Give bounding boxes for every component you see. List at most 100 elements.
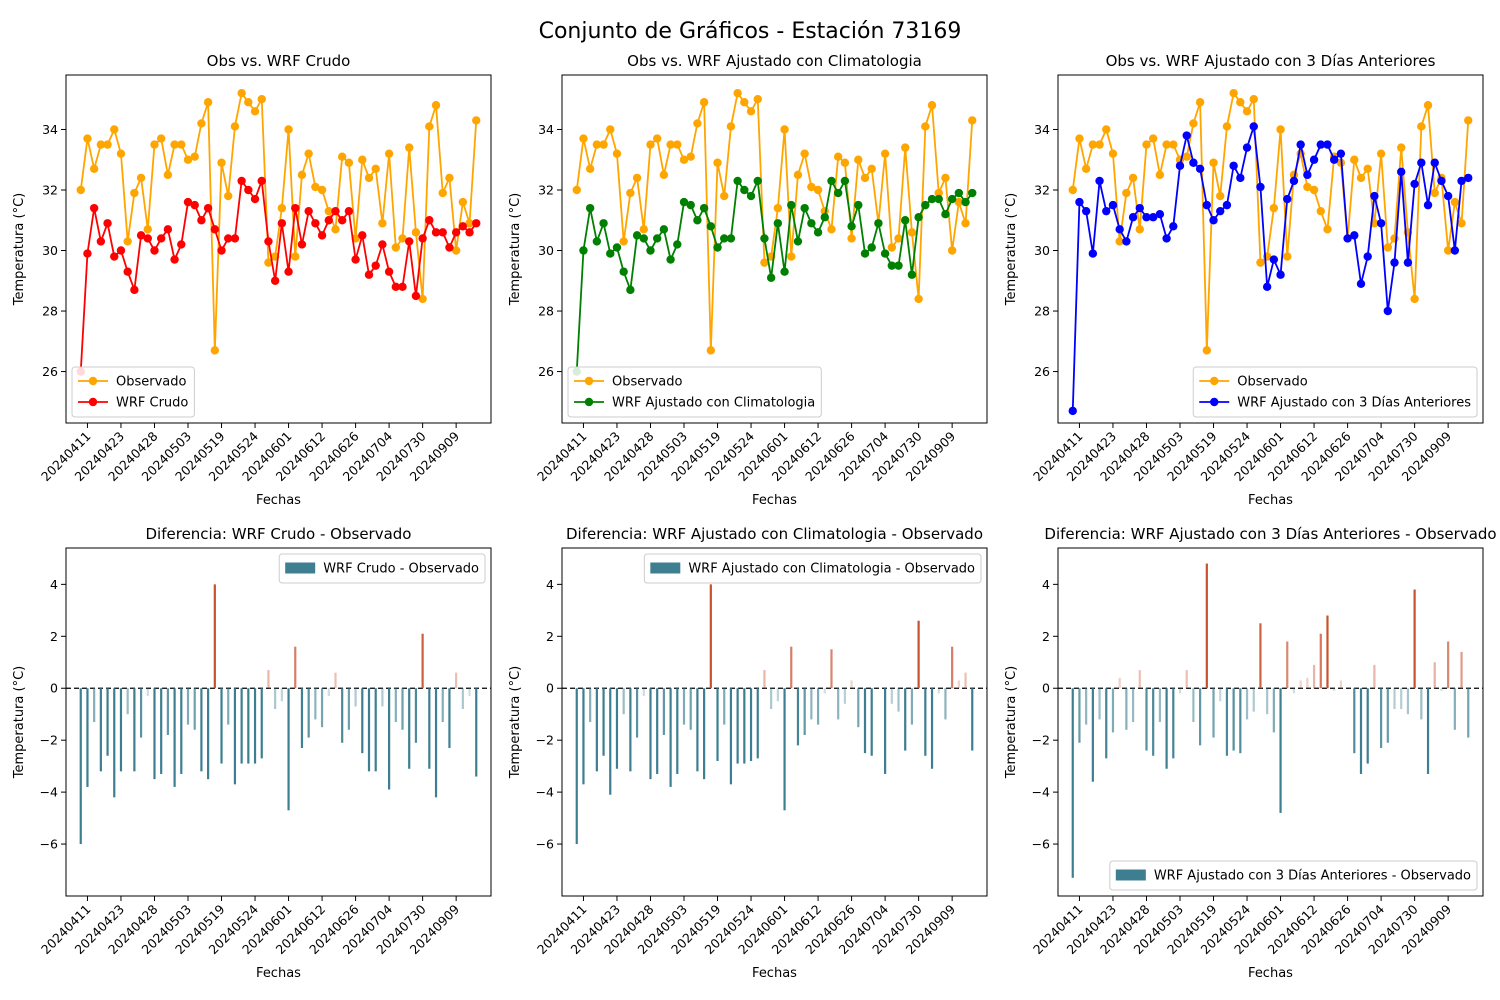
- data-point: [337, 216, 347, 225]
- difference-bar: [274, 688, 277, 710]
- difference-bar: [86, 688, 89, 787]
- data-point: [1236, 98, 1245, 107]
- data-point: [1323, 140, 1332, 149]
- data-point: [257, 176, 266, 186]
- difference-bar: [1212, 688, 1215, 738]
- legend-patch: [285, 562, 316, 574]
- legend-marker: [584, 376, 594, 386]
- data-point: [264, 258, 273, 267]
- legend-label: WRF Crudo: [116, 396, 188, 411]
- data-point: [1423, 101, 1433, 110]
- data-point: [190, 152, 199, 161]
- data-point: [1195, 164, 1205, 174]
- difference-bar: [830, 649, 833, 689]
- data-point: [1115, 237, 1124, 246]
- data-point: [1162, 234, 1171, 243]
- data-point: [1417, 158, 1426, 167]
- data-point: [793, 170, 803, 180]
- data-point: [941, 210, 950, 219]
- plot-frame: [65, 547, 492, 897]
- difference-bar: [944, 688, 947, 720]
- difference-bar: [716, 688, 719, 761]
- x-axis-label: Fechas: [1248, 493, 1293, 508]
- difference-bar: [475, 688, 478, 777]
- legend-frame: [643, 553, 982, 584]
- data-point: [458, 222, 468, 231]
- difference-bar: [139, 688, 143, 738]
- data-point: [1095, 176, 1104, 186]
- data-point: [773, 203, 783, 213]
- data-point: [1068, 406, 1077, 416]
- data-point: [418, 234, 427, 243]
- data-point: [780, 267, 789, 276]
- difference-bar: [1085, 688, 1088, 725]
- data-point: [1283, 252, 1292, 261]
- data-point: [921, 200, 930, 210]
- data-point: [351, 255, 360, 264]
- panel-6: Diferencia: WRF Ajustado con 3 Días Ante…: [1004, 525, 1497, 981]
- difference-bar: [796, 688, 800, 746]
- y-tick-label: 2: [1042, 629, 1050, 644]
- difference-bar: [126, 688, 129, 715]
- data-point: [1450, 246, 1460, 255]
- data-point: [1128, 213, 1138, 222]
- data-point: [163, 225, 173, 234]
- series-line: [575, 90, 974, 351]
- legend-label: WRF Ajustado con Climatologia: [612, 396, 815, 411]
- panel-title: Obs vs. WRF Ajustado con Climatologia: [627, 52, 922, 70]
- data-point: [425, 122, 434, 131]
- data-point: [941, 173, 950, 183]
- difference-bar: [676, 688, 679, 774]
- difference-bar: [910, 688, 914, 725]
- data-point: [1316, 206, 1325, 216]
- y-axis-label: Temperatura (°C): [508, 193, 523, 306]
- y-tick-label: 30: [42, 243, 58, 258]
- bars: [575, 584, 974, 845]
- data-point: [1242, 143, 1252, 152]
- data-point: [1437, 176, 1446, 186]
- data-point: [753, 95, 762, 104]
- difference-bar: [455, 672, 458, 689]
- data-point: [1249, 95, 1258, 104]
- data-point: [1216, 206, 1225, 216]
- data-point: [854, 155, 863, 164]
- difference-bar: [629, 688, 632, 772]
- legend: WRF Ajustado con 3 Días Anteriores - Obs…: [1109, 860, 1478, 891]
- difference-bar: [93, 688, 96, 722]
- data-point: [203, 98, 213, 107]
- data-point: [445, 173, 454, 183]
- y-tick-label: 30: [538, 243, 554, 258]
- data-point: [96, 237, 106, 246]
- difference-bar: [930, 688, 934, 769]
- data-point: [183, 155, 193, 164]
- data-point: [1102, 125, 1111, 134]
- data-point: [1350, 155, 1359, 164]
- difference-bar: [1420, 688, 1423, 720]
- data-point: [1443, 191, 1453, 201]
- data-point: [887, 243, 897, 252]
- data-point: [103, 140, 112, 149]
- x-axis-label: Fechas: [752, 966, 797, 981]
- data-point: [632, 231, 642, 240]
- difference-bar: [1440, 688, 1443, 691]
- difference-bar: [1319, 633, 1322, 689]
- data-point: [451, 246, 461, 255]
- data-point: [203, 203, 213, 213]
- data-point: [592, 140, 602, 149]
- data-point: [626, 188, 635, 198]
- difference-bar: [816, 688, 820, 725]
- data-point: [740, 98, 749, 107]
- difference-bar: [267, 670, 270, 689]
- data-point: [1081, 164, 1091, 174]
- data-point: [1222, 200, 1232, 210]
- series-wrf: [76, 176, 481, 376]
- data-point: [666, 255, 675, 264]
- y-tick-label: 34: [1034, 122, 1050, 137]
- data-point: [156, 234, 166, 243]
- data-point: [800, 203, 809, 213]
- data-point: [83, 134, 92, 143]
- data-point: [1336, 149, 1346, 158]
- data-point: [89, 203, 99, 213]
- data-point: [927, 194, 937, 204]
- difference-bar: [924, 688, 927, 756]
